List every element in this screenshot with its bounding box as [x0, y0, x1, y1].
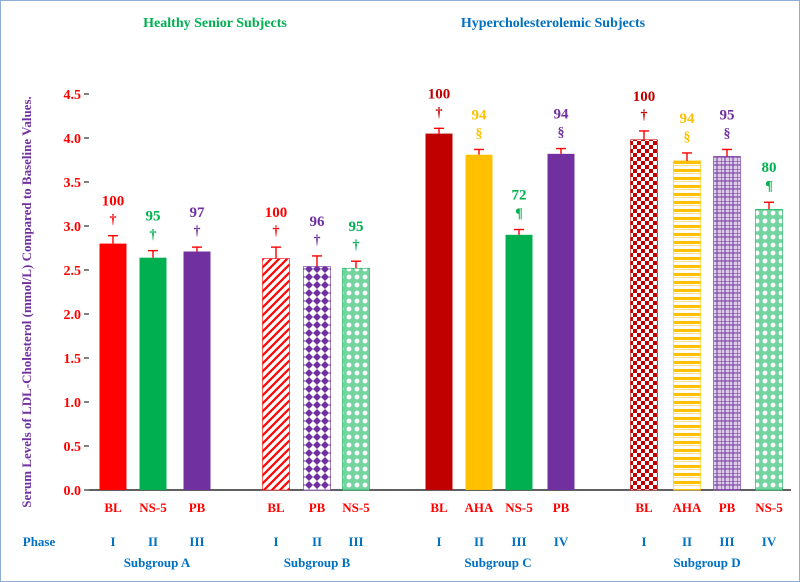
phase-tick-label: IV	[762, 534, 777, 549]
phase-tick-label: III	[719, 534, 734, 549]
significance-symbol: †	[273, 224, 280, 239]
percent-label: 94	[680, 111, 696, 127]
phase-label: Phase	[23, 534, 56, 549]
phase-tick-label: III	[511, 534, 526, 549]
bar-labels: 100 † 95 † 97 † 100 † 96 † 95 † 100 † 94 § 72 ¶ 94 § 100 † 94 §…	[102, 86, 777, 253]
bar-subgroup-c-pb	[547, 153, 575, 490]
phase-tick-label: II	[474, 534, 484, 549]
header-healthy-subjects: Healthy Senior Subjects	[143, 16, 287, 31]
significance-symbol: †	[194, 224, 201, 239]
significance-symbol: †	[150, 228, 157, 243]
subgroup-label: Subgroup B	[284, 555, 351, 570]
y-tick-label: 3.5	[64, 176, 82, 191]
phase-tick-label: I	[641, 534, 646, 549]
phase-tick-label: I	[436, 534, 441, 549]
significance-symbol: §	[476, 126, 483, 141]
bar-subgroup-c-ns-5	[505, 234, 533, 490]
phase-tick-label: I	[110, 534, 115, 549]
phase-tick-label: II	[148, 534, 158, 549]
bar-subgroup-b-bl	[262, 258, 290, 491]
percent-label: 97	[190, 205, 206, 221]
y-tick-label: 0.0	[64, 484, 82, 499]
bars	[99, 127, 783, 491]
x-tick-label: AHA	[673, 500, 703, 515]
significance-symbol: †	[110, 213, 117, 228]
header-hypercholesterolemic-subjects: Hypercholesterolemic Subjects	[461, 16, 646, 31]
y-tick-label: 2.0	[64, 308, 82, 323]
significance-symbol: §	[558, 126, 565, 141]
percent-label: 80	[762, 160, 777, 176]
y-tick-label: 1.5	[64, 352, 82, 367]
x-tick-label: NS-5	[139, 500, 167, 515]
x-tick-label: AHA	[465, 500, 495, 515]
significance-symbol: ¶	[515, 207, 523, 222]
x-tick-label: NS-5	[755, 500, 783, 515]
y-tick-label: 4.0	[64, 132, 82, 147]
y-axis: 0.0 0.5 1.0 1.5 2.0 2.5 3.0 3.5 4.0 4.5	[64, 88, 791, 499]
bar-subgroup-c-aha	[465, 154, 493, 490]
y-tick-label: 2.5	[64, 264, 82, 279]
subgroup-label: Subgroup A	[124, 555, 191, 570]
bar-subgroup-c-bl	[425, 133, 453, 490]
y-tick-label: 3.0	[64, 220, 82, 235]
percent-label: 96	[310, 214, 326, 230]
bar-subgroup-a-ns-5	[139, 257, 167, 490]
bar-subgroup-b-pb	[303, 266, 331, 491]
percent-label: 95	[720, 107, 735, 123]
y-tick-label: 0.5	[64, 440, 82, 455]
x-tick-label: BL	[635, 500, 653, 515]
significance-symbol: †	[353, 238, 360, 253]
bar-subgroup-d-ns-5	[755, 208, 783, 491]
y-tick-label: 4.5	[64, 88, 82, 103]
bar-subgroup-d-bl	[630, 139, 658, 491]
x-tick-label: NS-5	[342, 500, 370, 515]
percent-label: 100	[265, 205, 288, 221]
y-axis-title: Serum Levels of LDL-Cholesterol (mmol/L)…	[19, 96, 34, 508]
percent-label: 95	[146, 209, 161, 225]
x-tick-label: BL	[267, 500, 285, 515]
x-tick-label: PB	[553, 500, 570, 515]
y-tick-label: 1.0	[64, 396, 82, 411]
bar-subgroup-a-bl	[99, 243, 127, 490]
percent-label: 94	[554, 107, 570, 123]
x-tick-label: BL	[430, 500, 448, 515]
x-tick-label: PB	[719, 500, 736, 515]
phase-tick-label: II	[682, 534, 692, 549]
significance-symbol: †	[641, 108, 648, 123]
percent-label: 100	[633, 89, 656, 105]
x-tick-label: PB	[309, 500, 326, 515]
percent-label: 72	[512, 188, 527, 204]
bar-subgroup-b-ns-5	[342, 267, 370, 491]
significance-symbol: §	[724, 126, 731, 141]
bar-subgroup-d-pb	[713, 156, 741, 491]
phase-tick-label: IV	[554, 534, 569, 549]
subgroup-label: Subgroup C	[464, 555, 531, 570]
percent-label: 100	[428, 86, 451, 102]
phase-tick-label: II	[312, 534, 322, 549]
phase-tick-label: I	[273, 534, 278, 549]
percent-label: 100	[102, 194, 125, 210]
phase-tick-label: III	[348, 534, 363, 549]
phase-tick-label: III	[189, 534, 204, 549]
significance-symbol: ¶	[765, 179, 773, 194]
percent-label: 94	[472, 107, 488, 123]
significance-symbol: §	[684, 130, 691, 145]
bar-subgroup-a-pb	[183, 251, 211, 490]
subgroup-label: Subgroup D	[673, 555, 740, 570]
significance-symbol: †	[436, 105, 443, 120]
significance-symbol: †	[314, 233, 321, 248]
x-tick-label: NS-5	[505, 500, 533, 515]
percent-label: 95	[349, 219, 364, 235]
x-tick-label: BL	[104, 500, 122, 515]
bar-subgroup-d-aha	[673, 160, 701, 491]
x-tick-label: PB	[189, 500, 206, 515]
